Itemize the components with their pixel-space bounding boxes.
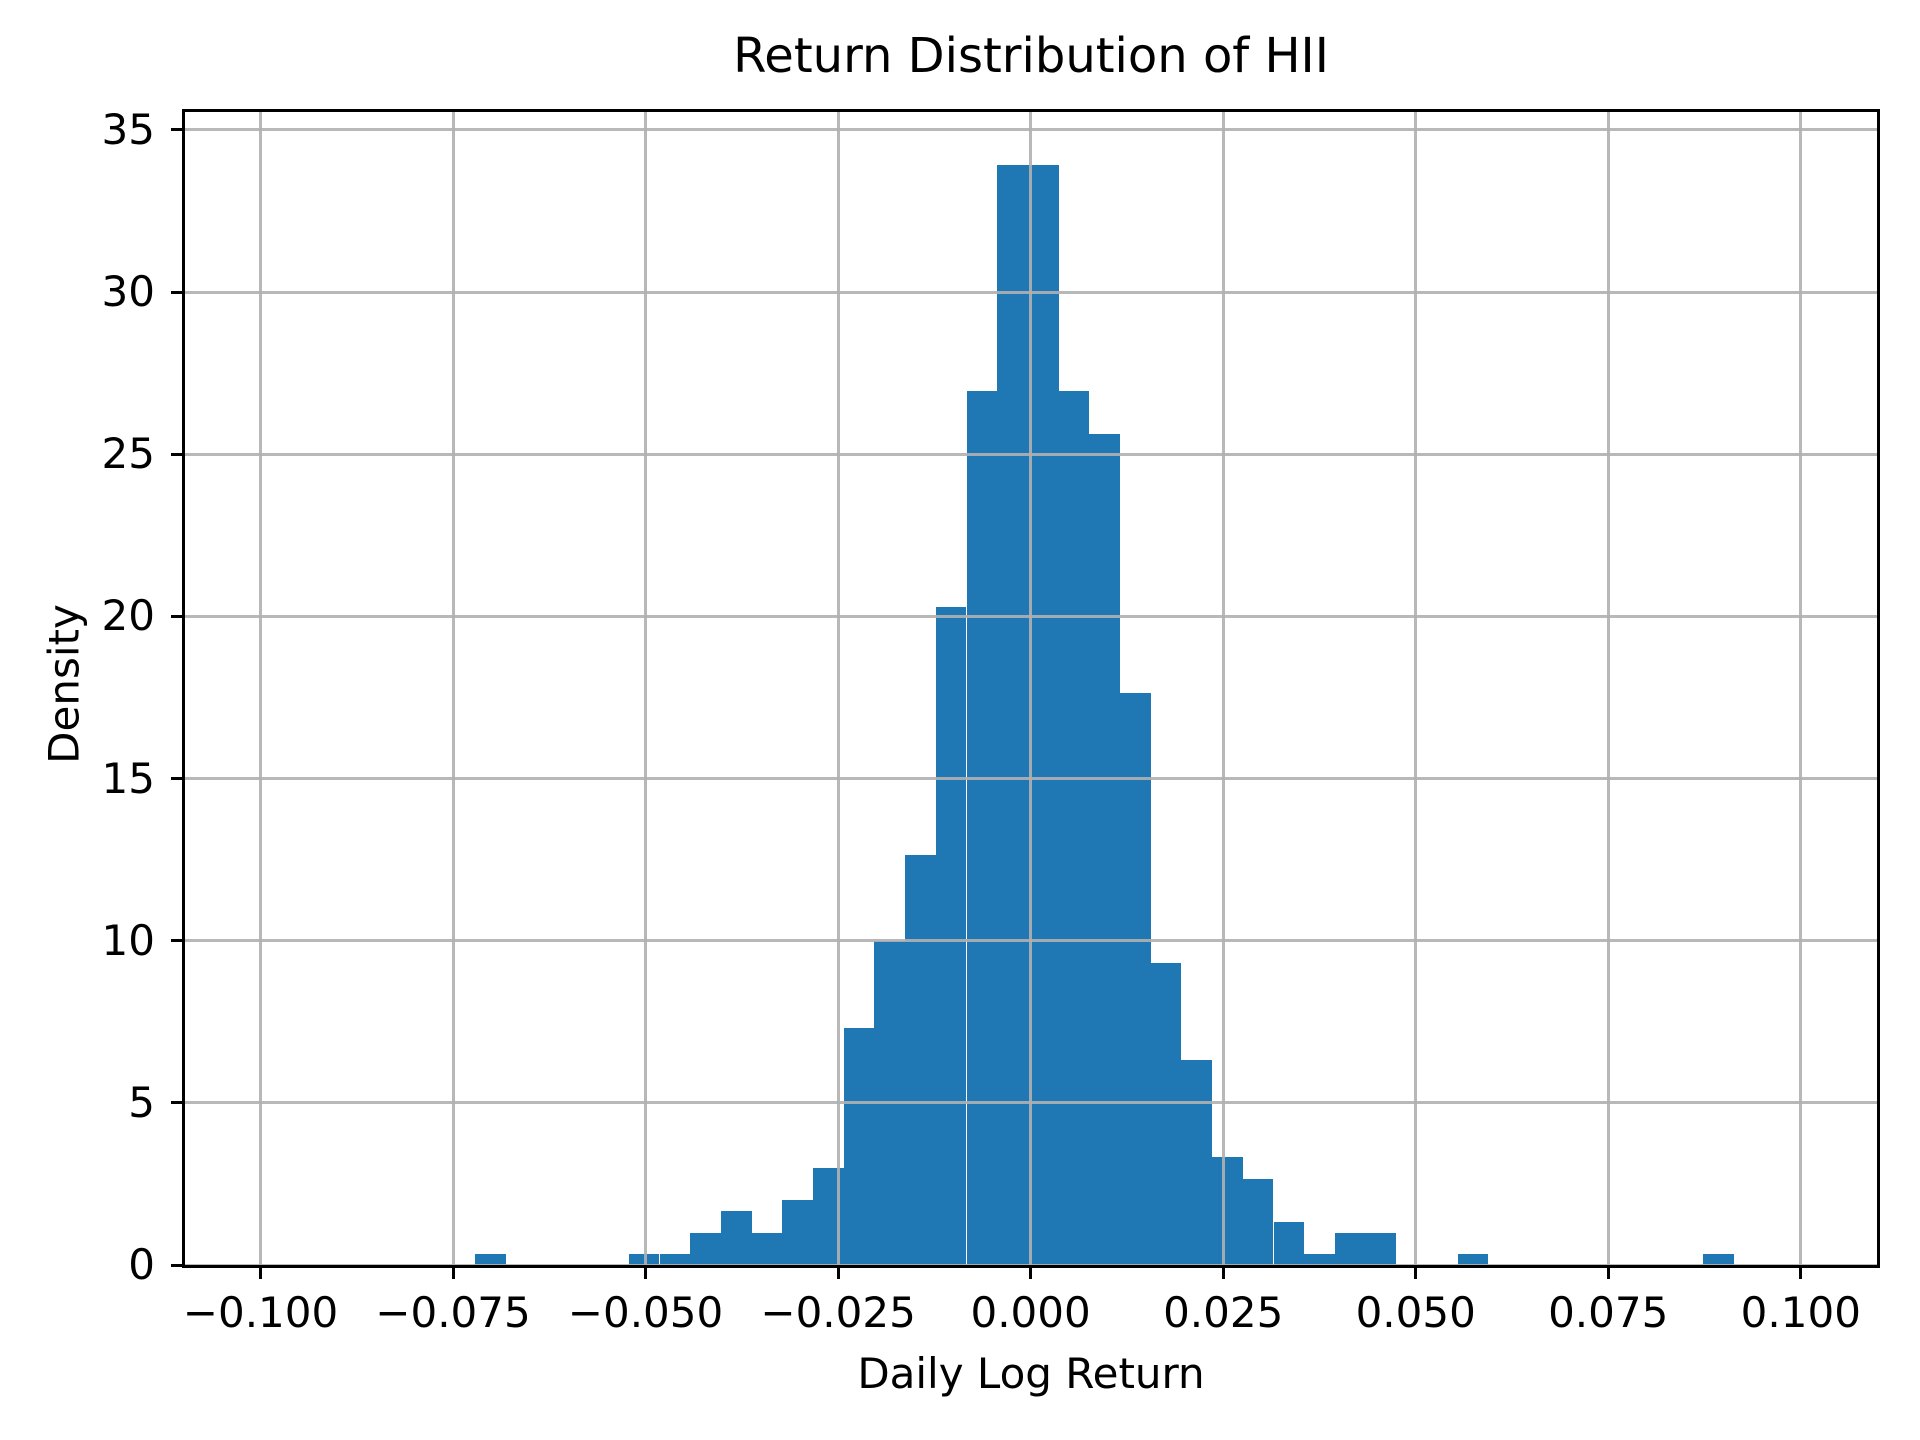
- histogram-bar: [1304, 1254, 1335, 1265]
- y-tick-label: 35: [101, 104, 155, 154]
- histogram-bar: [1212, 1157, 1243, 1265]
- histogram-bar: [659, 1254, 691, 1265]
- y-tick-mark: [171, 128, 185, 132]
- x-tick-mark: [644, 1265, 647, 1279]
- x-tick-mark: [1799, 1265, 1803, 1279]
- plot-area: [182, 109, 1880, 1268]
- gridline-vertical: [644, 112, 647, 1265]
- x-axis-label: Daily Log Return: [857, 1349, 1205, 1398]
- y-tick-label: 10: [101, 915, 155, 965]
- gridline-vertical: [259, 112, 262, 1265]
- y-tick-mark: [171, 1101, 185, 1105]
- x-tick-label: −0.050: [567, 1288, 724, 1337]
- histogram-bar: [782, 1200, 813, 1265]
- y-tick-mark: [171, 290, 185, 294]
- x-tick-label: −0.025: [760, 1288, 916, 1337]
- y-tick-mark: [171, 939, 185, 943]
- histogram-bar: [966, 390, 998, 1265]
- gridline-horizontal: [185, 290, 1877, 294]
- gridline-horizontal: [185, 777, 1877, 780]
- histogram-bar: [1089, 434, 1120, 1265]
- y-tick-mark: [171, 1263, 185, 1267]
- gridline-horizontal: [185, 1101, 1877, 1105]
- gridline-vertical: [1414, 112, 1418, 1265]
- histogram-bar: [1058, 390, 1090, 1265]
- y-tick-label: 30: [101, 267, 155, 316]
- x-tick-mark: [1414, 1265, 1418, 1279]
- histogram-bar: [1120, 693, 1151, 1265]
- gridline-vertical: [1029, 112, 1033, 1265]
- y-tick-label: 20: [101, 591, 155, 641]
- x-tick-mark: [259, 1265, 262, 1279]
- y-tick-label: 0: [128, 1240, 155, 1289]
- histogram-bar: [1273, 1221, 1305, 1265]
- y-tick-mark: [171, 777, 185, 780]
- x-tick-label: 0.000: [970, 1288, 1091, 1337]
- gridline-vertical: [836, 112, 840, 1265]
- x-tick-mark: [1029, 1265, 1033, 1279]
- gridline-vertical: [451, 112, 455, 1265]
- x-tick-label: −0.075: [375, 1288, 531, 1337]
- y-tick-label: 5: [128, 1077, 155, 1127]
- gridline-vertical: [1221, 112, 1225, 1265]
- histogram-bar: [1334, 1232, 1366, 1265]
- gridline-vertical: [1606, 112, 1610, 1265]
- histogram-bar: [1242, 1178, 1274, 1265]
- x-tick-mark: [1606, 1265, 1610, 1279]
- x-tick-mark: [836, 1265, 840, 1279]
- histogram-bar: [475, 1254, 506, 1265]
- x-tick-mark: [451, 1265, 455, 1279]
- gridline-horizontal: [185, 939, 1877, 943]
- chart-title: Return Distribution of HII: [733, 28, 1329, 84]
- gridline-horizontal: [185, 614, 1877, 618]
- histogram-bar: [935, 606, 967, 1265]
- x-tick-label: 0.100: [1740, 1288, 1861, 1337]
- y-tick-label: 15: [101, 753, 155, 803]
- gridline-horizontal: [185, 128, 1877, 132]
- gridline-horizontal: [185, 452, 1877, 456]
- histogram-bar: [1365, 1232, 1397, 1265]
- histogram-bar: [751, 1232, 783, 1265]
- histogram-bar: [690, 1232, 721, 1265]
- histogram-bar: [843, 1027, 875, 1265]
- histogram-bar: [1703, 1254, 1734, 1265]
- x-tick-label: 0.025: [1163, 1288, 1284, 1337]
- histogram-bar: [1457, 1254, 1489, 1265]
- histogram-bar: [905, 855, 936, 1265]
- gridline-vertical: [1799, 112, 1803, 1265]
- histogram-bar: [1150, 962, 1182, 1265]
- x-tick-mark: [1221, 1265, 1225, 1279]
- histogram-bar: [997, 164, 1028, 1265]
- histogram-bar: [720, 1211, 752, 1265]
- histogram-bar: [1027, 164, 1059, 1265]
- y-tick-mark: [171, 452, 185, 456]
- x-tick-label: 0.050: [1355, 1288, 1476, 1337]
- histogram-bar: [1181, 1060, 1213, 1265]
- y-tick-mark: [171, 614, 185, 618]
- y-tick-label: 25: [101, 429, 155, 479]
- x-tick-label: 0.075: [1548, 1288, 1669, 1337]
- x-tick-label: −0.100: [182, 1288, 339, 1337]
